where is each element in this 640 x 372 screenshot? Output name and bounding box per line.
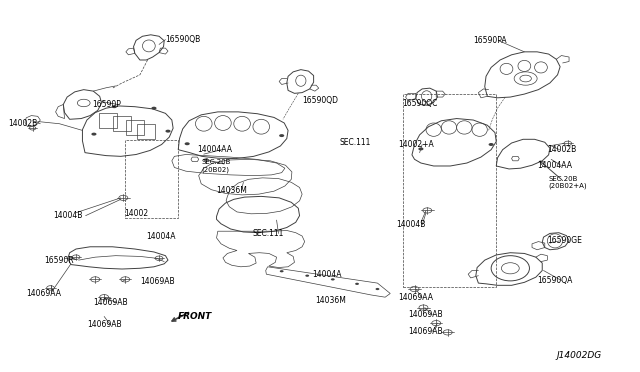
Text: 14002: 14002 (124, 209, 148, 218)
Circle shape (166, 130, 171, 133)
Bar (125, 140, 177, 218)
Circle shape (112, 105, 117, 108)
Circle shape (488, 143, 493, 146)
Text: SEC.20B: SEC.20B (201, 159, 230, 165)
Text: SEC.111: SEC.111 (339, 138, 371, 147)
Text: 14004A: 14004A (147, 231, 176, 241)
Text: 14004B: 14004B (54, 211, 83, 220)
Circle shape (92, 133, 97, 136)
Text: (20B02+A): (20B02+A) (548, 183, 588, 189)
Text: 14069AB: 14069AB (93, 298, 128, 307)
Text: 16590R: 16590R (44, 256, 74, 264)
Text: SEC.20B: SEC.20B (548, 176, 578, 182)
Text: J14002DG: J14002DG (556, 351, 602, 360)
Text: 14004AA: 14004AA (197, 145, 232, 154)
Bar (403, 94, 495, 287)
Circle shape (280, 270, 284, 272)
Text: 16590GE: 16590GE (547, 236, 582, 246)
Text: 16590P: 16590P (92, 100, 121, 109)
Text: 14004A: 14004A (312, 270, 342, 279)
Circle shape (419, 147, 424, 150)
Text: (20B02): (20B02) (201, 166, 229, 173)
Text: 14069AA: 14069AA (26, 289, 61, 298)
Text: 14069AA: 14069AA (398, 294, 433, 302)
Circle shape (376, 288, 380, 290)
Text: 14002B: 14002B (547, 145, 576, 154)
Text: 16590QA: 16590QA (537, 276, 573, 285)
Text: FRONT: FRONT (178, 312, 212, 321)
Text: 14002+A: 14002+A (398, 140, 434, 149)
Text: 14004AA: 14004AA (537, 161, 572, 170)
Text: 14004B: 14004B (397, 221, 426, 230)
Circle shape (355, 283, 359, 285)
Text: 14069AB: 14069AB (408, 327, 443, 336)
Text: 14036M: 14036M (216, 186, 247, 195)
Text: 14002B: 14002B (8, 119, 38, 128)
Text: 16590QC: 16590QC (402, 99, 437, 108)
Text: 14069AB: 14069AB (140, 277, 175, 286)
Text: 16590QB: 16590QB (166, 35, 201, 44)
Circle shape (184, 142, 189, 145)
Circle shape (279, 134, 284, 137)
Text: 14069AB: 14069AB (408, 311, 443, 320)
Circle shape (152, 107, 157, 110)
Circle shape (305, 275, 309, 277)
Text: 16590PA: 16590PA (473, 36, 507, 45)
Text: 16590QD: 16590QD (302, 96, 338, 105)
Circle shape (331, 278, 335, 280)
Text: 14036M: 14036M (315, 296, 346, 305)
Text: SEC.111: SEC.111 (253, 229, 284, 238)
Text: 14069AB: 14069AB (87, 321, 122, 330)
